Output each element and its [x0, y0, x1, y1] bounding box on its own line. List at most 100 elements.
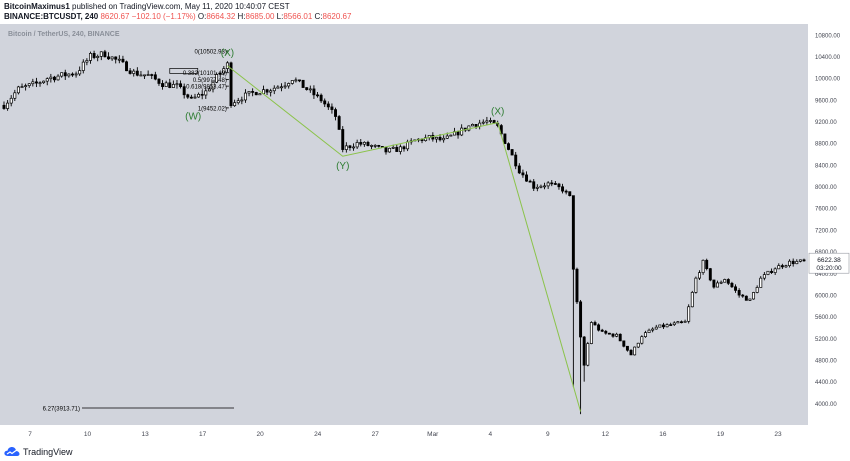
candle-body [798, 259, 802, 262]
candle-body [773, 268, 777, 273]
tradingview-brand: TradingView [23, 446, 73, 457]
candle-body [319, 94, 323, 102]
candle-body [269, 90, 273, 93]
x-tick-label: 7 [28, 431, 32, 438]
low-label: L: [276, 12, 284, 21]
y-tick-label: 6000.00 [815, 293, 837, 299]
y-tick-label: 8800.00 [815, 142, 837, 148]
candle-body [445, 135, 449, 139]
candle-body [359, 142, 363, 145]
candle-body [791, 260, 795, 265]
candle-body [200, 93, 204, 96]
y-tick-label: 9200.00 [815, 120, 837, 126]
y-tick-label: 6400.00 [815, 272, 837, 278]
candle-body [658, 324, 662, 328]
candle-body [597, 324, 601, 331]
candle-body [388, 147, 392, 153]
candle-body [640, 336, 644, 344]
candle-body [780, 265, 784, 268]
close-value: 8620.67 [322, 12, 352, 21]
candle-body [633, 346, 637, 356]
price-axis[interactable] [808, 24, 850, 443]
candle-body [737, 290, 741, 296]
candle-body [243, 92, 247, 101]
x-tick-label: 23 [774, 431, 782, 438]
candle-body [571, 195, 575, 270]
candle-body [744, 295, 748, 301]
wave-label: (X) [491, 107, 504, 118]
price-chart[interactable]: Bitcoin / TetherUS, 240, BINANCE 0(10502… [0, 24, 850, 443]
candle-body [179, 83, 183, 88]
candle-body [110, 56, 114, 60]
candle-body [622, 340, 626, 347]
candle-body [593, 322, 597, 326]
y-tick-label: 4800.00 [815, 358, 837, 364]
candle-body [168, 82, 172, 88]
candle-body [143, 74, 147, 77]
candle-body [615, 333, 619, 337]
candle-body [373, 145, 377, 147]
x-tick-label: 10 [84, 431, 92, 438]
candle-body [236, 100, 240, 104]
candle-body [553, 183, 557, 185]
author-name[interactable]: BitcoinMaximus1 [4, 2, 70, 11]
candle-body [629, 349, 633, 356]
candle-body [276, 86, 280, 89]
y-axis-labels: 10800.00 10400.00 10000.00 9600.00 9200.00 88… [815, 33, 841, 407]
candle-body [207, 88, 211, 92]
time-axis[interactable] [0, 425, 808, 443]
candle-body [698, 272, 701, 279]
candlestick-chart[interactable]: Bitcoin / TetherUS, 240, BINANCE 0(10502… [0, 24, 850, 443]
candle-body [193, 96, 197, 99]
x-tick-label: 9 [546, 431, 550, 438]
wave-label: (Y) [336, 161, 349, 172]
candle-body [283, 85, 287, 88]
candle-body [20, 86, 24, 88]
candle-body [6, 102, 10, 109]
candle-body [330, 106, 334, 110]
high-label: H: [237, 12, 246, 21]
y-tick-label: 10800.00 [815, 33, 841, 39]
y-tick-label: 8400.00 [815, 163, 837, 169]
y-tick-label: 4400.00 [815, 380, 837, 386]
candle-body [716, 282, 719, 288]
candle-body [384, 147, 388, 153]
candle-body [189, 96, 193, 99]
tradingview-logo[interactable]: TradingView [4, 446, 73, 457]
candle-body [161, 83, 165, 87]
candle-body [391, 146, 395, 149]
candle-body [489, 120, 492, 122]
candle-body [355, 142, 359, 148]
candle-body [344, 145, 348, 150]
candle-body [762, 274, 766, 279]
candle-body [164, 82, 168, 87]
publish-line: BitcoinMaximus1 published on TradingView… [4, 2, 290, 11]
candle-body [517, 165, 521, 174]
candle-body [788, 260, 792, 266]
x-tick-label: 4 [488, 431, 492, 438]
candle-body [759, 277, 763, 288]
candle-body [752, 292, 756, 300]
candle-body [557, 183, 561, 188]
candle-body [568, 191, 572, 197]
candle-body [52, 76, 56, 81]
candle-body [669, 324, 673, 326]
y-tick-label: 10000.00 [815, 77, 841, 83]
candle-body [146, 74, 150, 76]
candle-body [460, 127, 464, 136]
candle-body [13, 92, 17, 99]
candle-body [71, 73, 74, 76]
open-value: 8664.32 [206, 12, 236, 21]
candle-body [586, 343, 590, 366]
candle-body [636, 342, 640, 348]
candle-body [532, 181, 536, 189]
candle-body [661, 324, 665, 328]
x-axis-labels: 7 10 13 17 20 24 27 Mar 4 9 12 16 19 23 [28, 431, 782, 438]
candle-body [362, 141, 366, 145]
candle-body [24, 85, 28, 87]
candle-body [402, 146, 406, 150]
waves-group: (W) (X) (Y) (X) [185, 48, 582, 412]
candle-body [777, 265, 781, 270]
candle-body [398, 146, 402, 152]
price-tag-box [808, 252, 850, 274]
